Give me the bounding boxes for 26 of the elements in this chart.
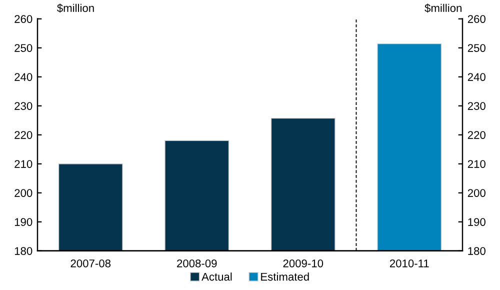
x-tick-label: 2007-08 — [70, 259, 111, 268]
y2-axis-title: $million — [424, 4, 462, 13]
y-tick-label: 190 — [14, 218, 32, 226]
y-tick-label: 260 — [14, 15, 32, 23]
y2-tick-label: 190 — [468, 218, 486, 226]
y2-tick-label: 210 — [468, 160, 486, 168]
y-tick-label: 230 — [14, 102, 32, 110]
y2-tick-label: 240 — [468, 73, 486, 81]
x-tick-label: 2010-11 — [390, 259, 429, 268]
y-tick-label: 200 — [14, 189, 32, 197]
y2-tick-label: 230 — [468, 102, 486, 110]
legend-label: Actual — [202, 272, 232, 281]
x-tick-label: 2009-10 — [283, 259, 324, 268]
y-tick-label: 180 — [14, 247, 32, 255]
y2-tick-label: 220 — [468, 131, 486, 139]
y-tick-label: 210 — [14, 160, 32, 168]
y2-tick-label: 200 — [468, 189, 486, 197]
y2-tick-label: 250 — [468, 44, 486, 52]
x-tick-label: 2008-09 — [177, 259, 217, 268]
y-axis-title: $million — [57, 4, 94, 13]
y-tick-label: 250 — [14, 44, 32, 52]
y-tick-label: 220 — [14, 131, 32, 139]
y2-tick-label: 180 — [468, 247, 486, 255]
y-tick-label: 240 — [14, 73, 32, 81]
y2-tick-label: 260 — [468, 15, 486, 23]
legend-label: Estimated — [261, 272, 309, 281]
